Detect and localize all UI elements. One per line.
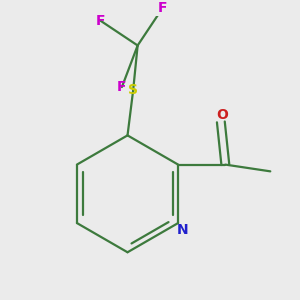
- Text: F: F: [158, 2, 167, 15]
- Text: N: N: [177, 223, 188, 237]
- Text: S: S: [128, 83, 138, 98]
- Text: F: F: [117, 80, 127, 94]
- Text: O: O: [216, 108, 228, 122]
- Text: F: F: [96, 14, 105, 28]
